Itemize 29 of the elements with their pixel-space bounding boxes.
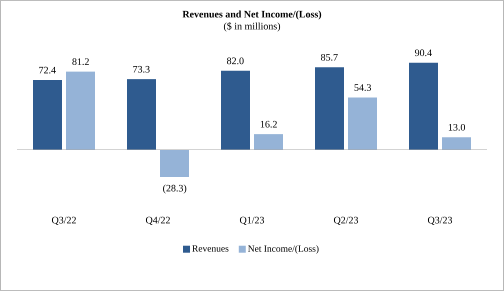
data-label: 81.2 — [72, 58, 89, 66]
bar — [66, 72, 95, 150]
x-tick-label: Q1/23 — [240, 216, 264, 225]
data-label: 72.4 — [39, 66, 56, 74]
x-tick-label: Q4/22 — [146, 216, 170, 225]
bar — [160, 150, 189, 177]
chart-title: Revenues and Net Income/(Loss) — [182, 10, 322, 20]
data-label: 54.3 — [354, 84, 372, 91]
bar — [127, 79, 156, 150]
data-label: 13.0 — [448, 124, 466, 131]
x-tick-label: Q3/22 — [52, 216, 76, 225]
legend-label: Net Income/(Loss) — [248, 245, 319, 254]
data-label: 90.4 — [414, 49, 432, 56]
bar — [254, 134, 283, 150]
legend-label: Revenues — [192, 245, 228, 252]
x-tick-label: Q3/23 — [428, 216, 452, 225]
chart-subtitle: ($ in millions) — [224, 22, 280, 32]
data-label: 82.0 — [226, 58, 244, 64]
bar — [33, 80, 62, 150]
data-label: (28.3) — [163, 184, 186, 194]
x-tick-label: Q2/23 — [334, 216, 358, 225]
data-label: 73.3 — [133, 66, 150, 73]
bar — [442, 137, 471, 150]
bar — [221, 70, 250, 150]
data-label: 16.2 — [260, 120, 277, 128]
bar — [315, 67, 344, 150]
bar — [348, 97, 377, 150]
data-label: 85.7 — [320, 54, 338, 61]
bar — [409, 62, 438, 150]
